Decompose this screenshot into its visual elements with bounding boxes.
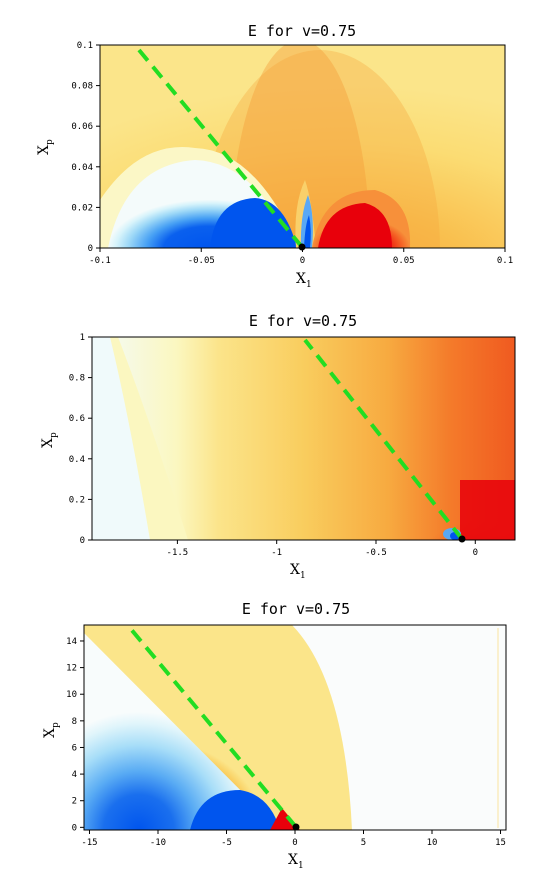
x-tick-label: -5 [221, 838, 232, 848]
x-tick-label: -0.5 [365, 548, 387, 558]
y-tick-label: 0.1 [77, 41, 93, 51]
y-tick-label: 2 [72, 797, 77, 807]
x-axis-label: X1 [290, 562, 306, 581]
y-ticks: 0 0.02 0.04 0.06 0.08 0.1 [71, 41, 100, 254]
y-tick-label: 0.8 [69, 374, 85, 384]
x-axis-label: X1 [288, 852, 304, 871]
y-axis-label: Xp [42, 722, 61, 738]
y-axis-label: Xp [36, 139, 55, 155]
x-tick-label: 0 [300, 256, 305, 266]
y-tick-label: 0.6 [69, 414, 85, 424]
heatmap-field [92, 337, 515, 540]
x-ticks: -0.1 -0.05 0 0.05 0.1 [89, 248, 513, 266]
panel-2: -1.5 -1 -0.5 0 00.20.40.60.81 E for v=0.75 … [40, 312, 516, 581]
y-tick-label: 0.08 [71, 82, 93, 92]
chart-title: E for v=0.75 [249, 312, 357, 330]
x-tick-label: -1 [271, 548, 282, 558]
y-tick-label: 1 [80, 333, 85, 343]
x-tick-label: 0 [473, 548, 478, 558]
x-ticks: -15 -10 -5 0 5 10 15 [81, 830, 506, 848]
x-tick-label: 10 [427, 838, 438, 848]
x-tick-label: 5 [361, 838, 366, 848]
x-axis-label: X1 [296, 271, 312, 290]
x-tick-label: 0.1 [497, 256, 513, 266]
origin-point [292, 823, 300, 831]
origin-point [458, 535, 466, 543]
y-ticks: 0 2 4 6 8 10 12 14 [66, 637, 84, 833]
y-tick-label: 14 [66, 637, 77, 647]
origin-point [298, 243, 306, 251]
y-tick-label: 0.02 [71, 203, 93, 213]
y-tick-label: 10 [66, 690, 77, 700]
x-tick-label: -10 [150, 838, 166, 848]
y-tick-label: 6 [72, 743, 77, 753]
x-tick-label: -1.5 [167, 548, 189, 558]
plot-frame [91, 336, 516, 541]
x-ticks: -1.5 -1 -0.5 0 [167, 540, 478, 558]
chart-title: E for v=0.75 [242, 600, 350, 618]
x-tick-label: 0.05 [393, 256, 415, 266]
x-tick-label: 15 [495, 838, 506, 848]
y-axis-label: Xp [40, 432, 59, 448]
panel-1: -0.1 -0.05 0 0.05 0.1 0 0.02 0.04 0.06 0.08 0.1 E… [36, 22, 513, 290]
y-tick-label: 0 [88, 244, 93, 254]
x-tick-label: -0.1 [89, 256, 111, 266]
x-tick-label: 0 [292, 838, 297, 848]
y-tick-label: 0 [80, 536, 85, 546]
guide-line [303, 338, 464, 541]
heatmap-field [100, 45, 505, 248]
chart-title: E for v=0.75 [248, 22, 356, 40]
x-tick-label: -15 [81, 838, 97, 848]
y-tick-label: 0.4 [69, 455, 85, 465]
y-tick-label: 4 [72, 770, 77, 780]
y-tick-label: 0 [72, 823, 77, 833]
heatmap-field [84, 625, 506, 830]
y-tick-label: 0.04 [71, 163, 93, 173]
y-tick-label: 0.2 [69, 495, 85, 505]
y-ticks: 0 0.2 0.4 0.6 0.8 1 [69, 333, 92, 546]
y-tick-label: 12 [66, 664, 77, 674]
y-tick-label: 0.06 [71, 122, 93, 132]
x-tick-label: -0.05 [188, 256, 215, 266]
y-tick-label: 8 [72, 717, 77, 727]
